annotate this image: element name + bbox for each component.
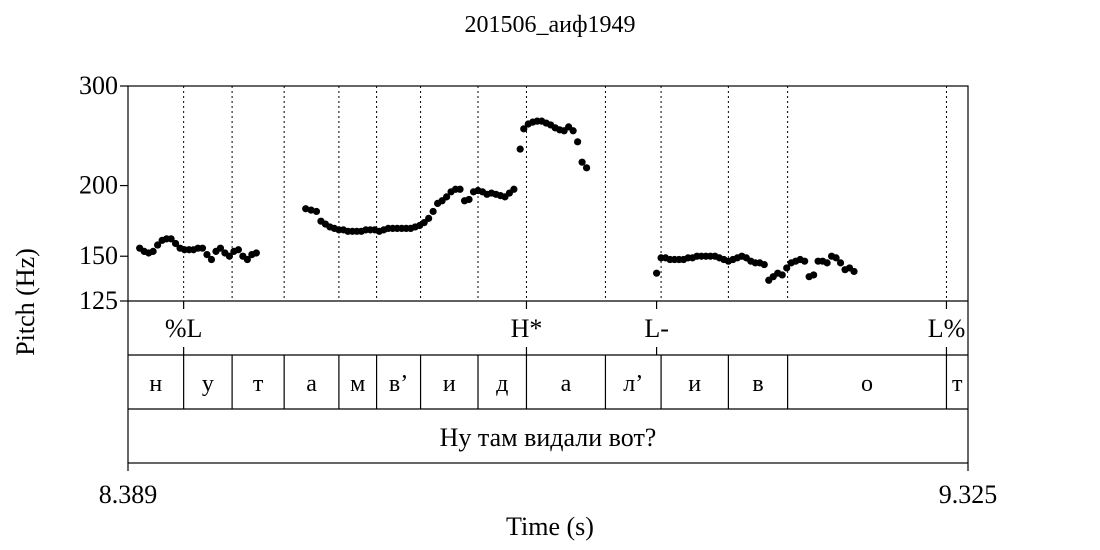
pitch-point <box>420 219 428 227</box>
tone-label: L- <box>644 314 669 343</box>
pitch-point <box>425 214 433 222</box>
plot-frame <box>127 85 969 464</box>
pitch-point <box>243 255 251 264</box>
pitch-point <box>171 239 180 248</box>
pitch-point <box>810 271 818 279</box>
pitch-point <box>456 185 464 193</box>
pitch-point <box>520 125 528 133</box>
pitch-point <box>312 207 321 216</box>
x-tick-label-start: 8.389 <box>99 480 158 509</box>
y-axis-label: Pitch (Hz) <box>11 248 40 356</box>
pitch-point <box>574 138 582 146</box>
x-axis-label: Time (s) <box>506 512 594 541</box>
pitch-point <box>307 206 315 214</box>
pitch-point <box>207 255 216 264</box>
segment-label: т <box>253 371 264 397</box>
utterance-label: Ну там видали вот? <box>440 423 657 452</box>
pitch-point <box>783 264 791 272</box>
pitch-points <box>136 117 858 284</box>
interval-boundaries <box>183 86 947 301</box>
pitch-point <box>760 260 768 269</box>
pitch-point <box>582 164 591 172</box>
pitch-point <box>832 254 840 262</box>
y-tick-label: 200 <box>79 171 118 200</box>
y-tick-label: 125 <box>79 286 118 315</box>
pitch-point <box>516 145 524 153</box>
segment-label: в <box>752 371 763 397</box>
y-tick-label: 300 <box>79 71 118 100</box>
x-tick-label-end: 9.325 <box>939 480 998 509</box>
pitch-point <box>302 205 310 213</box>
tone-label: H* <box>511 314 543 343</box>
pitch-point <box>652 269 661 277</box>
segment-label: д <box>496 371 508 397</box>
segment-label: и <box>443 371 456 397</box>
chart-frame <box>120 85 969 471</box>
segment-label: н <box>149 371 162 397</box>
segment-label: в’ <box>389 371 408 397</box>
pitch-point <box>510 185 518 193</box>
chart-title: 201506_аиф1949 <box>464 12 635 38</box>
tone-label: L% <box>928 314 966 343</box>
pitch-point <box>778 271 786 279</box>
tone-label: %L <box>165 314 203 343</box>
segment-label: а <box>561 371 572 397</box>
pitch-point <box>442 193 451 201</box>
segment-label: у <box>202 371 214 397</box>
pitch-point <box>216 244 225 252</box>
pitch-point <box>429 207 437 216</box>
y-tick-label: 150 <box>79 241 118 270</box>
pitch-point <box>569 127 577 135</box>
pitch-point <box>203 250 211 259</box>
pitch-point <box>836 259 845 267</box>
pitch-point <box>252 249 260 257</box>
segment-label: и <box>688 371 701 397</box>
segment-label: т <box>952 371 963 397</box>
segment-label: л’ <box>623 371 643 397</box>
pitch-point <box>850 267 858 276</box>
segment-label: а <box>306 371 317 397</box>
pitch-point <box>225 252 234 260</box>
pitch-point <box>578 158 586 166</box>
pitch-point <box>823 259 831 267</box>
segment-label: о <box>861 371 873 397</box>
pitch-point <box>234 246 242 254</box>
pitch-point <box>465 195 473 204</box>
tier-labels: 125 150 200 300 %L H* L- L% н у т а м в’ и д а л’ и в о т Ну т… <box>79 71 965 452</box>
pitch-point <box>801 257 809 265</box>
pitch-point <box>149 247 157 255</box>
pitch-point <box>154 241 162 249</box>
pitch-point <box>198 244 207 252</box>
segment-label: м <box>350 371 365 397</box>
pitch-point <box>167 235 175 243</box>
